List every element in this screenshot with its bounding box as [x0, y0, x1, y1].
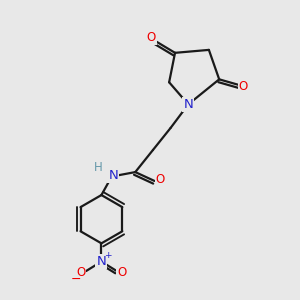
- Text: O: O: [147, 31, 156, 44]
- Text: O: O: [76, 266, 86, 279]
- Text: O: O: [239, 80, 248, 93]
- Text: −: −: [70, 273, 81, 286]
- Text: H: H: [94, 161, 103, 174]
- Text: O: O: [117, 266, 127, 279]
- Text: +: +: [104, 250, 112, 260]
- Text: N: N: [108, 169, 118, 182]
- Text: N: N: [97, 255, 106, 268]
- Text: N: N: [183, 98, 193, 111]
- Text: O: O: [156, 173, 165, 186]
